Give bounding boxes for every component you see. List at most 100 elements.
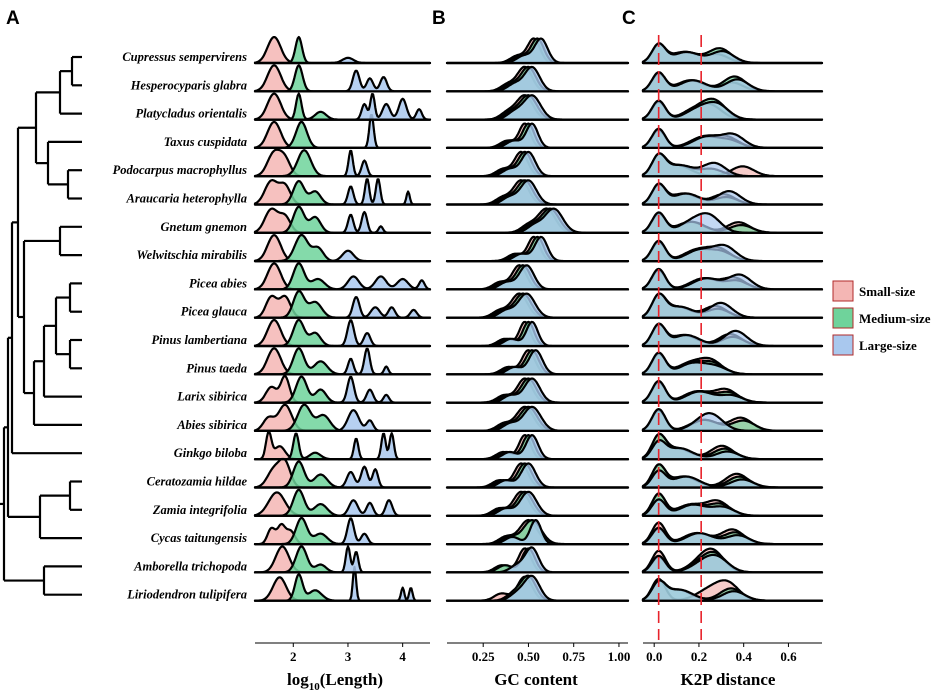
ridge-length-small-11: [253, 319, 432, 348]
x-tick-label-c-1: 0.2: [691, 649, 707, 664]
ridge-length-small-18: [253, 522, 432, 546]
ridge-length-small-15: [253, 430, 432, 461]
ridge-k2p-large-2: [641, 71, 824, 93]
ridge-length-large-5: [253, 149, 432, 178]
ridge-gc-large-1: [445, 37, 630, 65]
ridge-gc-large-3: [445, 94, 630, 121]
ridge-length-large-6: [253, 178, 432, 206]
ridge-length-large-9: [253, 275, 432, 291]
ridge-gc-large-2: [445, 65, 630, 93]
ridge-k2p-large-14: [641, 408, 824, 432]
x-tick-label-b-2: 0.75: [562, 649, 585, 664]
species-label-5: Podocarpus macrophyllus: [113, 163, 248, 177]
ridge-gc-large-13: [445, 377, 630, 404]
ridge-k2p-large-1: [641, 42, 824, 65]
ridge-length-large-17: [253, 499, 432, 517]
ridge-length-small-19: [253, 545, 432, 574]
species-label-11: Pinus lambertiana: [151, 333, 247, 347]
ridge-gc-large-9: [445, 264, 630, 291]
ridge-length-small-16: [253, 457, 432, 489]
ridge-length-small-7: [253, 207, 432, 234]
legend: Small-size Medium-size Large-size: [832, 280, 931, 356]
ridge-gc-large-15: [445, 434, 630, 461]
x-tick-label-b-0: 0.25: [472, 649, 495, 664]
ridge-k2p-large-19: [641, 553, 824, 574]
ridge-length-large-19: [253, 545, 432, 574]
ridge-k2p-large-10: [641, 292, 824, 319]
species-label-8: Welwitschia mirabilis: [136, 248, 247, 262]
x-axis-title-sub: 10: [309, 681, 321, 693]
ridge-gc-large-8: [445, 235, 630, 263]
species-label-18: Cycas taitungensis: [151, 531, 247, 545]
ridge-gc-large-12: [445, 349, 630, 376]
x-tick-label-a-0: 2: [290, 649, 297, 664]
ridge-length-large-12: [253, 347, 432, 376]
ridge-length-large-3: [253, 93, 432, 121]
species-label-19: Amborella trichopoda: [133, 559, 247, 573]
ridge-length-large-2: [253, 69, 432, 93]
ridge-length-large-16: [253, 465, 432, 489]
species-labels: Cupressus sempervirens Hesperocyparis gla…: [113, 50, 248, 602]
ridge-length-large-11: [253, 319, 432, 348]
species-label-16: Ceratozamia hildae: [147, 475, 248, 489]
species-label-15: Ginkgo biloba: [174, 446, 247, 460]
x-tick-label-b-1: 0.50: [517, 649, 540, 664]
ridgeline-length: [253, 35, 432, 602]
ridge-gc-large-17: [445, 490, 630, 517]
species-label-13: Larix sibirica: [176, 390, 247, 404]
legend-swatch-1: [832, 280, 854, 302]
species-label-4: Taxus cuspidata: [164, 135, 247, 149]
species-label-6: Araucaria heterophylla: [126, 192, 248, 206]
ridge-k2p-large-7: [641, 211, 824, 234]
x-tick-label-c-3: 0.6: [780, 649, 797, 664]
ridge-k2p-large-20: [641, 579, 824, 602]
species-label-7: Gnetum gnemon: [161, 220, 248, 234]
ridge-length-large-8: [253, 249, 432, 263]
legend-swatch-2: [832, 307, 854, 329]
ridge-length-large-20: [253, 565, 432, 602]
species-label-3: Platycladus orientalis: [136, 107, 248, 121]
x-axis-title-length: log10(Length): [287, 670, 383, 693]
legend-swatch-3: [832, 334, 854, 356]
species-label-17: Zamia integrifolia: [152, 503, 247, 517]
ridge-length-small-5: [253, 148, 432, 178]
x-tick-label-c-0: 0.0: [646, 649, 662, 664]
ridge-length-large-14: [253, 409, 432, 432]
x-tick-label-c-2: 0.4: [736, 649, 753, 664]
ridge-length-small-13: [253, 374, 432, 404]
ridge-k2p-large-17: [641, 498, 824, 517]
ridge-gc-large-20: [445, 574, 630, 602]
species-label-2: Hesperocyparis glabra: [130, 78, 247, 92]
species-label-12: Pinus taeda: [186, 361, 247, 375]
species-label-14: Abies sibirica: [176, 418, 247, 432]
species-label-10: Picea glauca: [181, 305, 247, 319]
x-tick-label-b-3: 1.00: [608, 649, 631, 664]
ridge-gc-large-19: [445, 546, 630, 574]
ridge-length-large-10: [253, 296, 432, 319]
ridge-k2p-large-8: [641, 239, 824, 263]
ridge-k2p-large-5: [641, 152, 824, 178]
panel-label-b: B: [432, 8, 446, 29]
x-axis-title-rest: (Length): [320, 670, 383, 689]
x-axes: 2 3 4 0.25 0.50 0.75 1.00 0.0 0.2 0.4 0.6: [255, 642, 822, 664]
ridge-gc-large-10: [445, 292, 630, 319]
ridge-gc-large-4: [445, 122, 630, 149]
ridge-length-large-18: [253, 517, 432, 546]
ridge-length-small-12: [253, 347, 432, 376]
ridge-gc-large-16: [445, 462, 630, 489]
ridge-length-small-10: [253, 294, 432, 319]
ridge-k2p-large-13: [641, 379, 824, 404]
ridge-length-large-13: [253, 375, 432, 404]
ridge-k2p-large-16: [641, 469, 824, 489]
ridge-length-small-6: [253, 179, 432, 206]
ridge-k2p-large-6: [641, 182, 824, 206]
species-label-20: Liriodendron tulipifera: [126, 588, 247, 602]
ridgeline-k2p-distance: [641, 35, 824, 640]
ridge-gc-large-7: [445, 207, 630, 234]
species-label-1: Cupressus sempervirens: [122, 50, 247, 64]
ridge-length-large-15: [253, 432, 432, 461]
ridge-k2p-large-3: [641, 99, 824, 121]
ridge-length-small-2: [253, 64, 432, 93]
x-axis-title-log: log: [287, 670, 309, 689]
